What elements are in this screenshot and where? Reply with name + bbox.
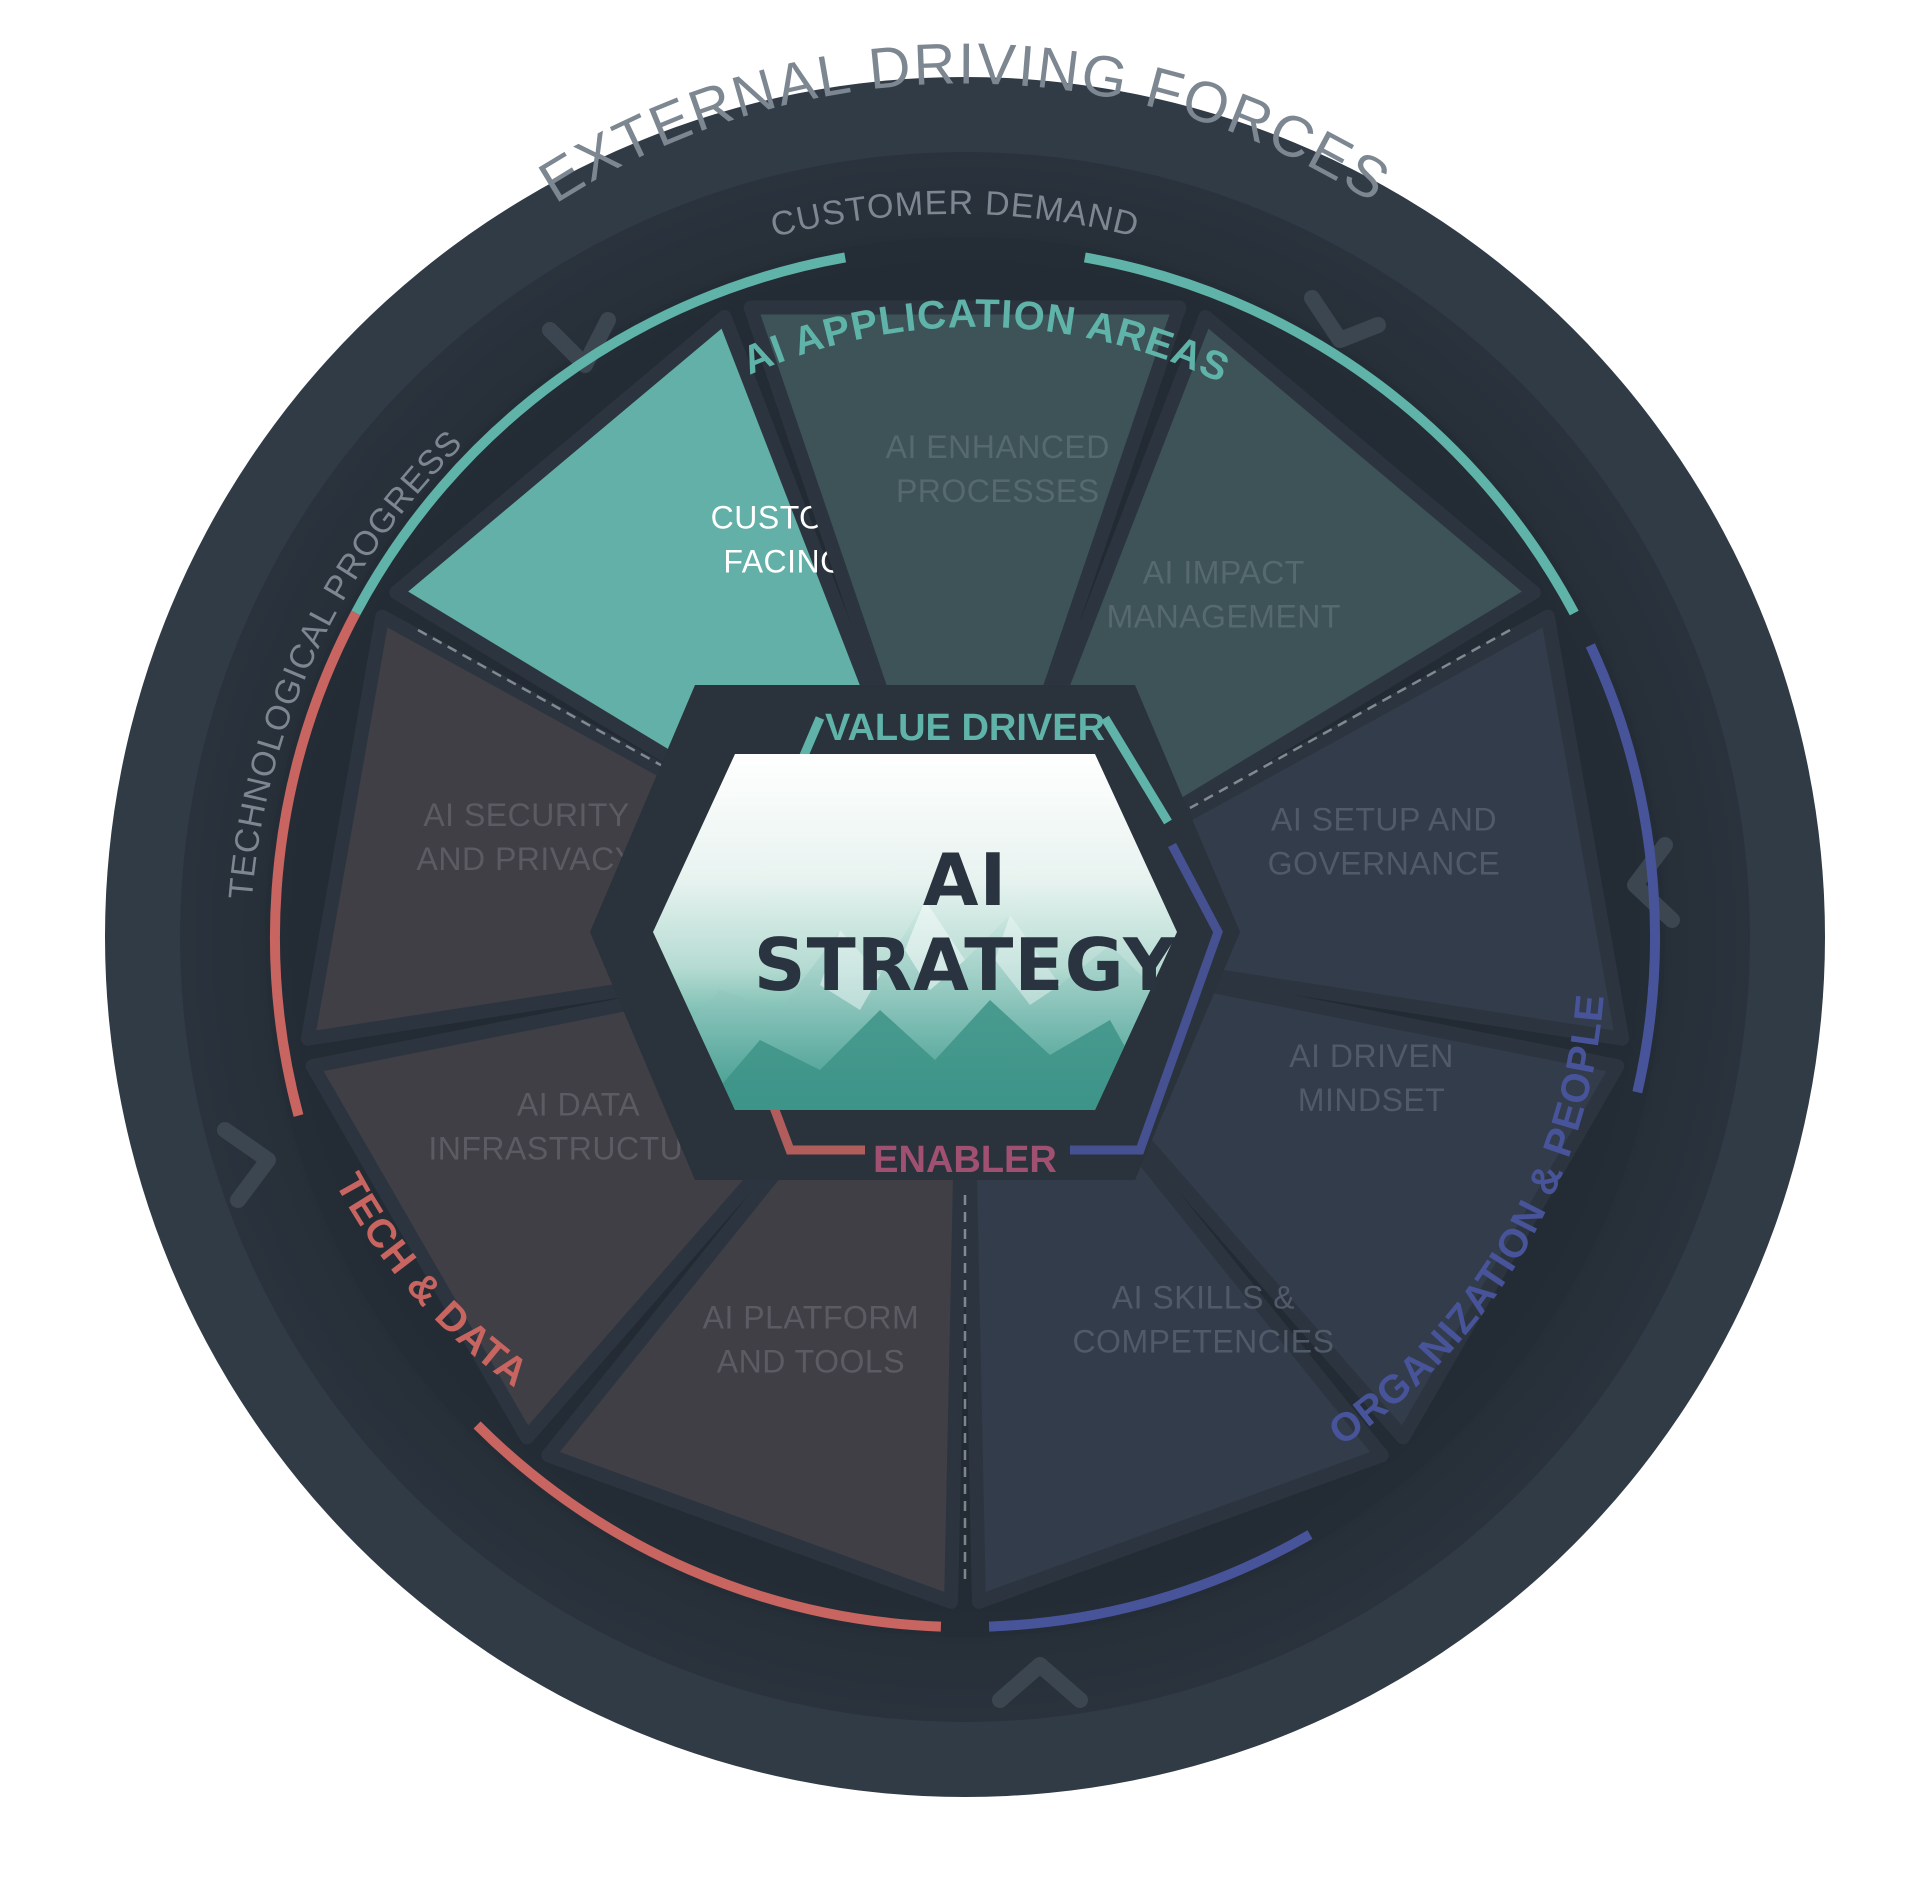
segment-label: AI DATA	[517, 1086, 640, 1122]
hub-frame-right	[1070, 842, 1223, 1155]
hub: AI STRATEGY VALUE DRIVER ENABLER	[590, 685, 1240, 1181]
segment-label: AI SETUP AND	[1271, 801, 1497, 837]
group-arc-org	[988, 1530, 1313, 1632]
segment-label: AI SKILLS &	[1112, 1280, 1295, 1316]
segment-label: PROCESSES	[896, 473, 1100, 509]
group-arc-application	[1083, 252, 1579, 616]
segment-label: AND PRIVACY	[417, 841, 637, 877]
segment-label: COMPETENCIES	[1072, 1324, 1334, 1360]
segment-label: MANAGEMENT	[1107, 599, 1341, 635]
chevron-icon-bottom	[992, 1657, 1088, 1708]
segment-label: MINDSET	[1298, 1082, 1446, 1118]
segment-label: AI PLATFORM	[703, 1299, 919, 1335]
group-arc-tech	[473, 1421, 942, 1632]
chevron-icon-top-right	[1304, 290, 1386, 348]
segment-label: AI IMPACT	[1143, 555, 1305, 591]
value-driver-label: VALUE DRIVER	[825, 707, 1105, 749]
group-arc-tech	[270, 610, 361, 1117]
mountain-graphic	[653, 900, 1177, 1110]
segment-label: AND TOOLS	[717, 1343, 905, 1379]
hub-title-line1: AI	[923, 838, 1008, 922]
enabler-label: ENABLER	[873, 1139, 1057, 1181]
group-arc-org	[1585, 643, 1660, 1094]
group-arc-application	[351, 252, 847, 616]
hub-title-line2: STRATEGY	[754, 923, 1177, 1007]
segment-label: GOVERNANCE	[1268, 845, 1501, 881]
group-arcs	[270, 252, 1660, 1632]
segment-label: AI DRIVEN	[1289, 1038, 1454, 1074]
hub-frame-top-right	[1101, 715, 1172, 825]
segment-label: AI ENHANCED	[886, 429, 1110, 465]
segment-label: AI SECURITY	[423, 797, 629, 833]
chevron-icon-left	[217, 1122, 276, 1208]
